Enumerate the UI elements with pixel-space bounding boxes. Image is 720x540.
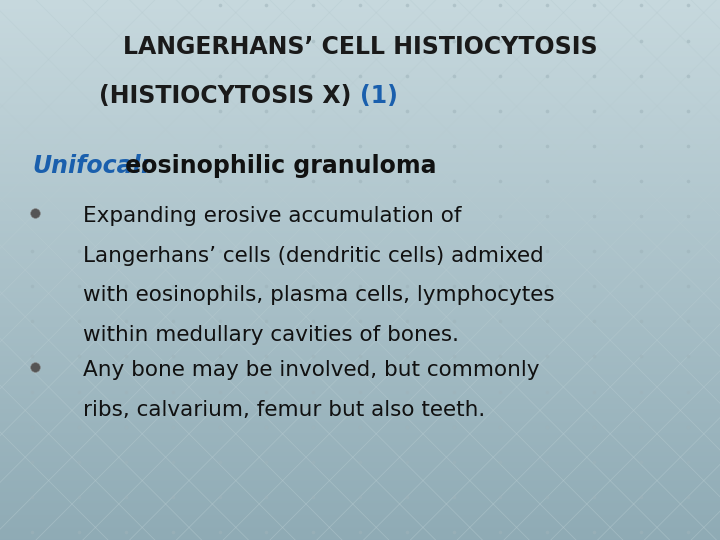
- Text: within medullary cavities of bones.: within medullary cavities of bones.: [83, 325, 459, 345]
- Text: (1): (1): [360, 84, 398, 107]
- Text: LANGERHANS’ CELL HISTIOCYTOSIS: LANGERHANS’ CELL HISTIOCYTOSIS: [122, 35, 598, 59]
- Text: with eosinophils, plasma cells, lymphocytes: with eosinophils, plasma cells, lymphocy…: [83, 285, 554, 305]
- Text: Expanding erosive accumulation of: Expanding erosive accumulation of: [83, 206, 462, 226]
- Text: Unifocal:: Unifocal:: [32, 154, 150, 178]
- Text: Langerhans’ cells (dendritic cells) admixed: Langerhans’ cells (dendritic cells) admi…: [83, 246, 544, 266]
- Text: (HISTIOCYTOSIS X): (HISTIOCYTOSIS X): [99, 84, 360, 107]
- Text: ribs, calvarium, femur but also teeth.: ribs, calvarium, femur but also teeth.: [83, 400, 485, 420]
- Text: eosinophilic granuloma: eosinophilic granuloma: [117, 154, 437, 178]
- Text: Any bone may be involved, but commonly: Any bone may be involved, but commonly: [83, 360, 539, 380]
